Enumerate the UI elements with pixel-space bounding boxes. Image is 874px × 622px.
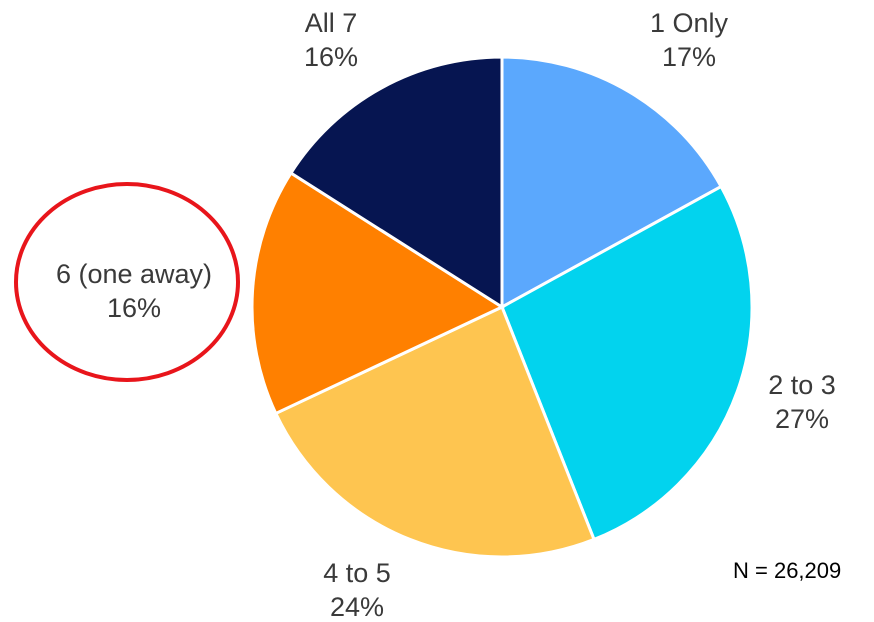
highlight-circle (14, 182, 240, 382)
label-name: 4 to 5 (323, 558, 391, 588)
slice-all-7 (288, 55, 504, 310)
label-2-to-3: 2 to 3 27% (768, 370, 836, 434)
label-name: 6 (one away) (56, 259, 212, 289)
slice-6-one-away (250, 170, 506, 416)
label-name: 1 Only (650, 8, 729, 38)
label-percent: 27% (775, 404, 829, 434)
slice-labels: 1 Only 17% 2 to 3 27% 4 to 5 24% 6 (one away) 1… (56, 8, 836, 622)
label-percent: 16% (304, 42, 358, 72)
label-name: All 7 (305, 8, 358, 38)
label-4-to-5: 4 to 5 24% (323, 558, 391, 622)
label-all-7: All 7 16% (304, 8, 358, 72)
label-percent: 24% (330, 592, 384, 622)
sample-size-note: N = 26,209 (733, 558, 841, 583)
pie-slices (250, 55, 754, 559)
slice-4-to-5 (273, 304, 596, 559)
label-6-one-away: 6 (one away) 16% (56, 259, 212, 323)
label-1-only: 1 Only 17% (650, 8, 729, 72)
label-name: 2 to 3 (768, 370, 836, 400)
label-percent: 16% (107, 293, 161, 323)
label-percent: 17% (662, 42, 716, 72)
slice-2-to-3 (500, 184, 754, 542)
slice-1-only (500, 55, 724, 310)
